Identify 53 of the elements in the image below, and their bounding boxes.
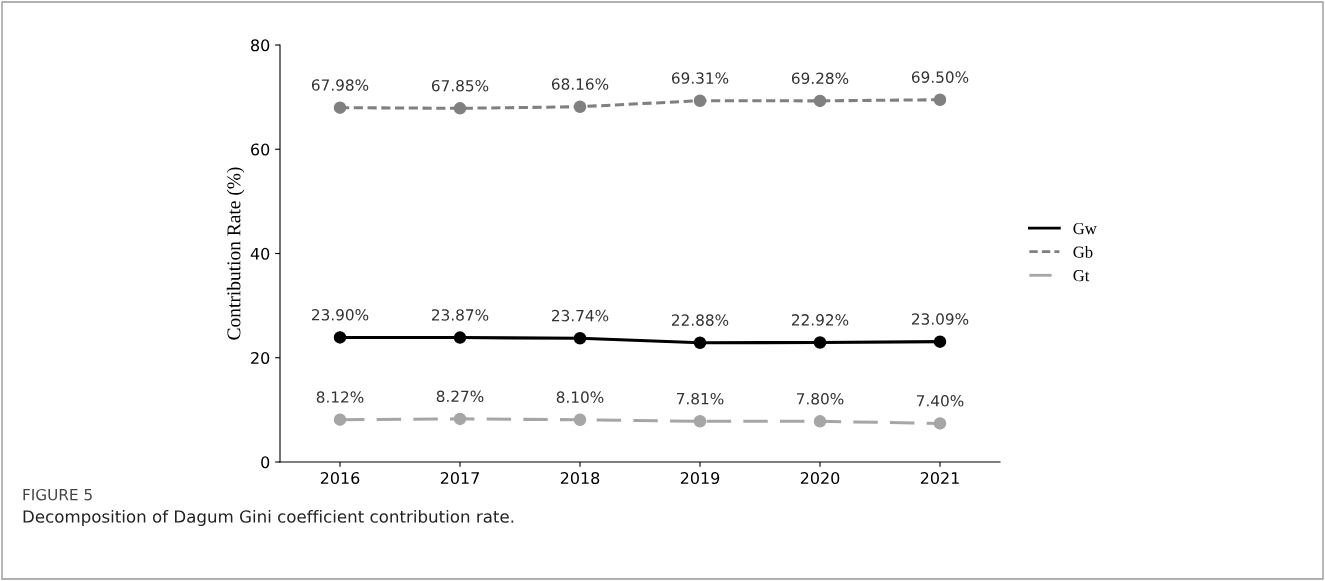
data-label: 7.40% <box>916 395 964 407</box>
point <box>693 336 707 349</box>
point <box>453 412 467 426</box>
data-label: 8.12% <box>316 391 364 403</box>
data-label: 23.74% <box>551 309 609 322</box>
x-tick-label: 2016 <box>320 472 360 485</box>
y-tick-label: 40 <box>250 247 270 260</box>
point <box>333 331 347 344</box>
caption: FIGURE 5 <box>23 488 92 501</box>
data-label: 69.28% <box>791 72 849 85</box>
data-label: 22.92% <box>791 314 849 326</box>
data-label: 8.27% <box>436 390 484 403</box>
x-tick-label: 2018 <box>560 472 600 485</box>
y-tick-label: 0 <box>261 456 270 469</box>
y-tick-label: 80 <box>251 39 270 52</box>
x-tick-label: 2017 <box>440 472 479 485</box>
data-label: 23.09% <box>911 313 969 325</box>
point <box>813 94 827 108</box>
y-axis-title: Contribution Rate (%) <box>226 167 245 340</box>
point <box>573 332 587 345</box>
data-label: 8.10% <box>556 391 604 403</box>
x-tick-label: 2020 <box>800 472 840 485</box>
point <box>813 415 827 428</box>
point <box>693 94 707 107</box>
data-label: 7.81% <box>676 392 724 405</box>
data-label: 69.31% <box>671 72 729 84</box>
point <box>573 100 587 113</box>
data-label: 69.50% <box>911 71 969 83</box>
data-label: 68.16% <box>551 78 609 90</box>
legend-label: Gw <box>1073 222 1097 235</box>
data-label: 67.85% <box>431 79 489 92</box>
point <box>333 413 347 426</box>
y-tick-label: 60 <box>251 143 270 156</box>
legend-label: Gt <box>1073 270 1090 282</box>
data-label: 23.90% <box>311 309 369 321</box>
text: Decomposition of Dagum Gini coefficient contribution rate. <box>23 509 514 527</box>
x-tick-label: 2021 <box>920 472 959 485</box>
data-label: 23.87% <box>431 309 489 321</box>
legend-label: Gb <box>1073 245 1093 258</box>
data-label: 7.80% <box>796 392 844 405</box>
point <box>933 335 947 348</box>
data-label: 67.98% <box>311 79 369 91</box>
point <box>693 415 707 428</box>
point <box>333 101 347 114</box>
point <box>573 413 587 427</box>
point <box>813 336 827 349</box>
point <box>933 417 947 430</box>
point <box>933 93 947 106</box>
data-label: 22.88% <box>671 314 729 326</box>
x-tick-label: 2019 <box>680 472 720 485</box>
point <box>453 102 467 115</box>
point <box>453 331 467 344</box>
y-tick-label: 20 <box>251 351 270 365</box>
